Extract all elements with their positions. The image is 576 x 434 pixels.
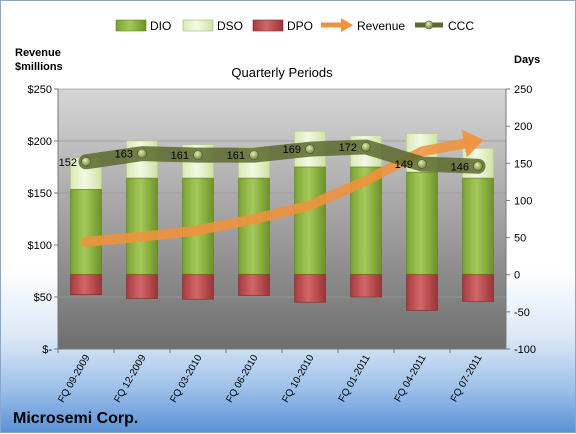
category-label: FQ 12-2009 [112,353,148,405]
legend-dio-swatch [115,19,147,32]
ccc-data-label: 172 [339,142,357,154]
ccc-point [305,144,315,154]
right-tick-label: 250 [514,84,532,96]
chart-title: Quarterly Periods [231,65,333,80]
right-tick-label: 150 [514,158,532,170]
ccc-data-label: 149 [395,159,413,171]
ccc-data-label: 161 [171,150,189,162]
dpo-bar [462,274,494,302]
legend-ccc-label: CCC [448,19,474,33]
category-label: FQ 07-2011 [449,353,485,404]
left-axis-title-line1: Revenue [15,47,61,59]
bars-layer [70,131,494,311]
legend: DIO DSO DPO Revenue CCC [115,18,474,33]
category-label: FQ 06-2010 [224,353,260,405]
ccc-point [249,150,259,160]
dio-bar [238,177,270,276]
dio-bar [126,177,158,276]
category-label: FQ 09-2009 [56,353,92,405]
right-tick-label: -50 [514,307,530,319]
ccc-line [78,139,486,174]
dpo-bar [70,274,102,296]
ccc-point [417,159,427,169]
ccc-point [193,150,203,160]
right-tick-label: 100 [514,195,532,207]
legend-revenue-arrow [341,18,353,32]
left-tick-label: $150 [28,188,52,200]
right-tick-label: 200 [514,121,532,133]
legend-dso-swatch [182,19,214,32]
category-label: FQ 10-2010 [280,353,316,405]
left-tick-label: $250 [28,84,52,96]
left-tick-label: $50 [34,292,52,304]
right-tick-label: -100 [514,344,536,356]
ccc-data-label: 163 [115,149,133,161]
dio-bar [294,166,326,276]
legend-revenue-label: Revenue [357,19,405,33]
dpo-bar [182,274,214,300]
axes-layer: $250 $200 $150 $100 $50 $- 250 200 150 100 50 0 -50 -… [28,84,537,356]
legend-dio-label: DIO [150,19,171,33]
legend-dso-label: DSO [217,19,243,33]
dpo-bar [406,274,438,311]
left-tick-label: $200 [28,136,52,148]
ccc-data-label: 161 [227,150,245,162]
left-tick-label: $- [42,344,52,356]
dpo-bar [126,274,158,299]
dio-bar [70,188,102,276]
ccc-data-label: 169 [283,144,301,156]
ccc-point [473,161,483,172]
category-label: FQ 01-2011 [337,353,373,404]
dio-bar [462,177,494,276]
right-tick-label: 50 [514,233,526,245]
legend-dpo-label: DPO [287,19,313,33]
right-tick-label: 0 [514,270,520,282]
legend-ccc-marker [424,20,434,30]
ccc-data-label: 146 [451,161,469,173]
legend-dpo-swatch [252,19,284,32]
dio-bar [406,171,438,276]
category-label: FQ 03-2010 [168,353,204,405]
dpo-bar [350,274,382,298]
right-axis-title: Days [514,54,540,66]
category-label: FQ 04-2011 [393,353,429,404]
dpo-bar [294,274,326,303]
ccc-point [81,157,91,167]
dpo-bar [238,274,270,296]
ccc-point [361,142,371,152]
left-tick-label: $100 [28,240,52,252]
company-name: Microsemi Corp. [13,410,138,427]
lines-layer [78,129,486,247]
plot-area [58,89,506,349]
ccc-data-label: 152 [59,157,77,169]
ccc-point [137,148,147,159]
revenue-arrowhead [461,129,484,158]
left-axis-title-line2: $millions [15,61,63,73]
